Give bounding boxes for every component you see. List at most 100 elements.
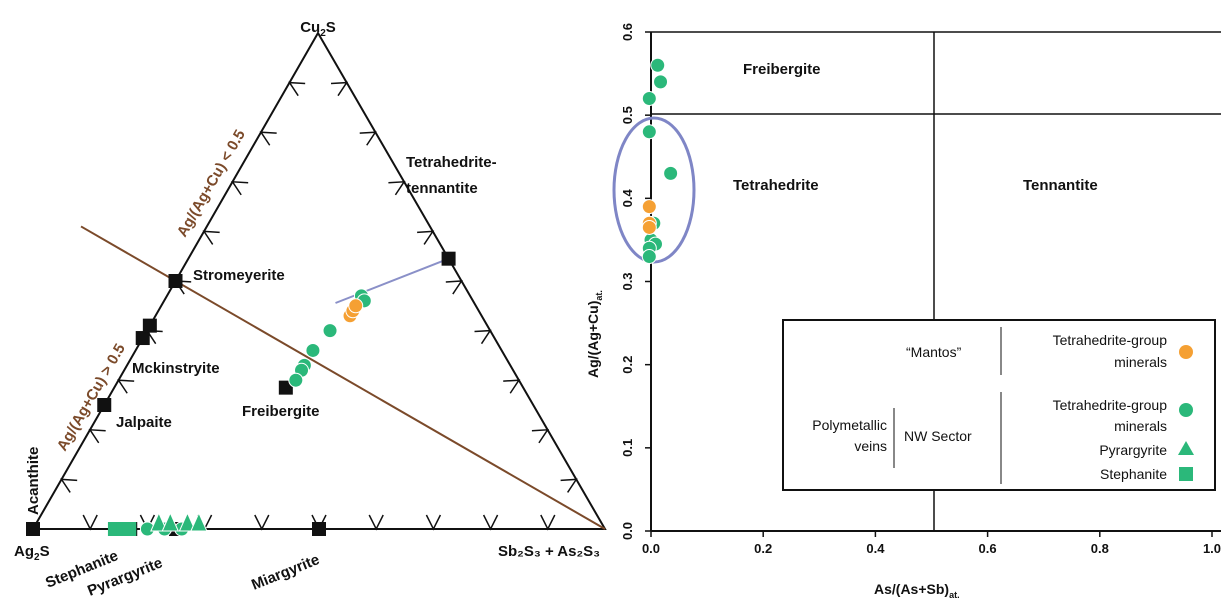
x-tick-label: 0.2 — [754, 541, 772, 556]
ternary-green-triangle — [178, 511, 197, 532]
ternary-ticks — [60, 81, 578, 531]
tetrahedrite-freibergite-tie-line — [335, 257, 449, 304]
label-jalpaite: Jalpaite — [116, 414, 172, 431]
xy-data-points — [641, 57, 679, 265]
ag-cu-gt-label: Ag/(Ag+Cu) > 0.5 — [54, 341, 129, 454]
ternary-tick — [531, 428, 550, 444]
legend-green-circle — [1179, 403, 1193, 417]
x-ticks: 0.0 0.2 0.4 0.6 0.8 1.0 — [642, 531, 1221, 556]
vertex-bottom-right-label: Sb₂S₃ + As₂S₃ — [498, 543, 600, 560]
legend-tg2: Tetrahedrite-group — [1053, 397, 1168, 413]
ternary-tick — [60, 478, 78, 493]
ternary-tick — [259, 131, 277, 146]
label-tetrahedrite-1: Tetrahedrite- — [406, 154, 497, 171]
label-miargyrite: Miargyrite — [249, 551, 322, 594]
ternary-tick — [368, 514, 384, 531]
y-tick-label: 0.2 — [620, 356, 635, 374]
ternary-green-square — [122, 522, 137, 536]
xy-green-point — [641, 249, 657, 265]
ternary-tick — [202, 230, 220, 245]
ternary-green-point — [288, 372, 304, 388]
ternary-tick — [482, 514, 499, 531]
legend-pyrargyrite: Pyrargyrite — [1099, 442, 1167, 458]
ternary-tick — [540, 514, 556, 531]
mineral-marker — [312, 522, 326, 536]
xy-orange-point — [641, 199, 657, 215]
legend-green-square — [1179, 467, 1193, 481]
ternary-tick — [503, 379, 521, 394]
ternary-tick — [474, 329, 492, 345]
ternary-tick — [288, 81, 306, 97]
mineral-marker — [135, 331, 150, 346]
mineral-marker — [97, 398, 112, 412]
mineral-marker — [26, 522, 40, 536]
legend-tg2b: minerals — [1114, 418, 1167, 434]
ternary-tick — [359, 131, 377, 146]
ternary-green-triangle — [150, 511, 168, 532]
ag-cu-lt-label: Ag/(Ag+Cu) < 0.5 — [174, 127, 249, 240]
legend-poly2: veins — [854, 438, 887, 454]
legend-orange-circle — [1179, 345, 1193, 359]
ternary-green-point — [322, 323, 338, 339]
legend-stephanite: Stephanite — [1100, 466, 1167, 482]
ternary-tick — [117, 379, 135, 394]
ternary-tick — [82, 514, 98, 531]
legend-box — [782, 319, 1216, 491]
ternary-tick — [388, 180, 406, 196]
x-axis-label: As/(As+Sb)at. — [874, 581, 960, 600]
mineral-marker — [142, 318, 157, 333]
y-tick-label: 0.0 — [620, 522, 635, 540]
field-tetrahedrite: Tetrahedrite — [733, 177, 819, 194]
x-tick-label: 0.0 — [642, 541, 660, 556]
legend-poly1: Polymetallic — [812, 417, 887, 433]
y-ticks: 0.0 0.1 0.2 0.3 0.4 0.5 0.6 — [620, 23, 651, 540]
vertex-bottom-left-label: Ag2S — [14, 543, 50, 563]
ternary-green-triangle — [190, 511, 208, 532]
ternary-green-triangle — [161, 511, 180, 532]
ternary-tick — [445, 280, 463, 295]
y-tick-label: 0.3 — [620, 272, 635, 290]
xy-green-point — [650, 57, 666, 73]
y-axis-label: Ag/(Ag+Cu)at. — [585, 290, 604, 378]
y-tick-label: 0.5 — [620, 106, 635, 124]
ternary-orange-point — [348, 298, 364, 314]
label-mckinstryite: Mckinstryite — [132, 360, 220, 377]
legend: “Mantos” Tetrahedrite-group minerals Tet… — [782, 319, 1216, 491]
field-tennantite: Tennantite — [1023, 177, 1098, 194]
legend-tg1b: minerals — [1114, 354, 1167, 370]
ternary-tick — [425, 514, 442, 531]
xy-orange-point — [641, 219, 657, 235]
x-tick-label: 0.6 — [979, 541, 997, 556]
acanthite-label: Acanthite — [25, 447, 42, 515]
ag-cu-divider-line — [80, 225, 606, 530]
mineral-marker — [441, 251, 456, 266]
legend-nw: NW Sector — [904, 428, 972, 444]
field-freibergite: Freibergite — [743, 61, 821, 78]
mineral-marker — [168, 274, 183, 288]
ternary-tick — [330, 81, 349, 97]
x-tick-label: 0.8 — [1091, 541, 1109, 556]
x-tick-label: 0.4 — [866, 541, 885, 556]
label-stromeyerite: Stromeyerite — [193, 267, 285, 284]
ternary-diagram: Cu2S Ag2S Sb₂S₃ + As₂S₃ Ag/(Ag+Cu) < 0.5… — [14, 19, 607, 600]
ternary-triangle — [31, 30, 607, 530]
ternary-green-point — [305, 342, 321, 358]
ternary-tick — [417, 230, 435, 245]
ternary-tick — [231, 180, 249, 196]
legend-mantos: “Mantos” — [906, 344, 962, 360]
vertex-top-label: Cu2S — [300, 19, 336, 39]
xy-green-point — [653, 74, 669, 90]
ternary-tick — [560, 478, 578, 493]
y-tick-label: 0.6 — [620, 23, 635, 41]
y-tick-label: 0.1 — [620, 439, 635, 457]
label-tetrahedrite-2: tennantite — [406, 180, 478, 197]
x-tick-label: 1.0 — [1203, 541, 1221, 556]
mineral-marker — [278, 380, 293, 395]
ternary-tick — [254, 514, 270, 531]
legend-green-triangle — [1178, 441, 1194, 455]
ternary-data-points — [107, 288, 372, 537]
xy-green-point — [641, 124, 657, 140]
xy-green-point — [641, 91, 657, 107]
xy-green-point — [663, 165, 679, 181]
